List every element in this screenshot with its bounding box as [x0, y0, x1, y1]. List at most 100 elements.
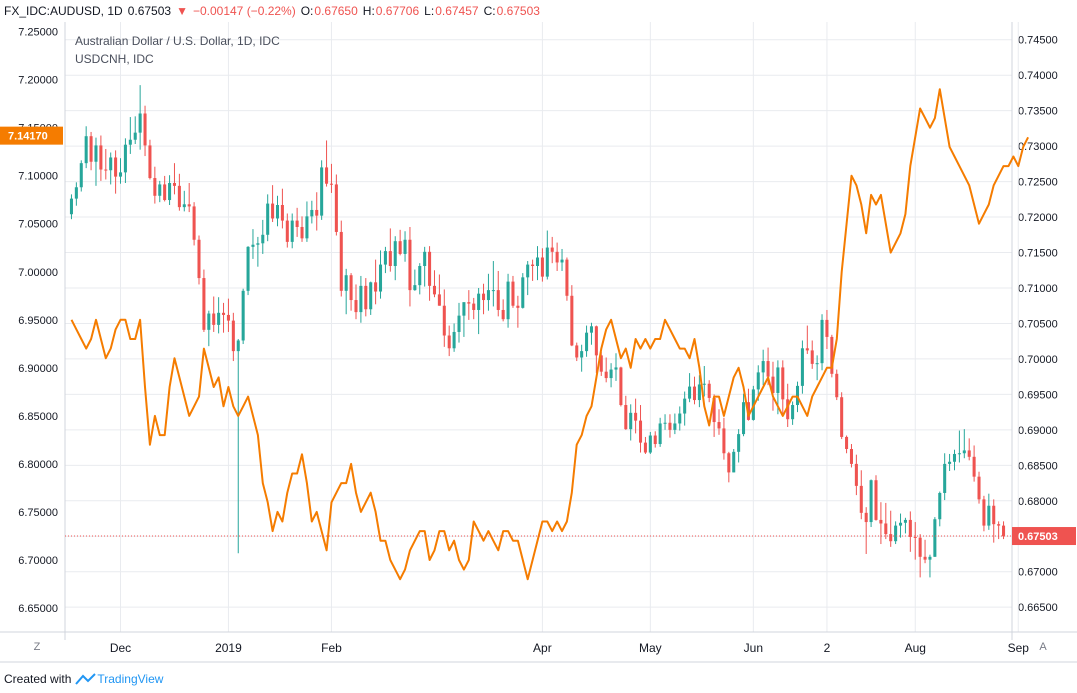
candle-body [285, 220, 289, 242]
candle-body [830, 336, 834, 374]
candle-body [477, 293, 481, 310]
candle-body [192, 206, 196, 240]
candle-body [727, 453, 731, 473]
high-value: 0.67706 [375, 4, 420, 18]
candle-body [624, 405, 628, 430]
candle-body [560, 259, 564, 263]
candle-body [418, 266, 422, 286]
candle-body [364, 285, 368, 310]
x-axis-tick-label: 2 [824, 641, 831, 655]
candle-body [639, 420, 643, 443]
candle-body [899, 522, 903, 526]
candle-body [442, 305, 446, 336]
candle-body [393, 241, 397, 266]
candle-body [761, 361, 765, 373]
candle-body [374, 282, 378, 292]
right-axis-tick-label: 0.70000 [1018, 354, 1058, 366]
candle-body [202, 278, 206, 330]
candle-body [1002, 525, 1006, 537]
candle-body [629, 412, 633, 430]
right-axis-tick-label: 0.74500 [1018, 35, 1058, 47]
candle-body [432, 285, 436, 295]
left-axis-tick-label: 7.25000 [18, 27, 58, 39]
candle-body [550, 247, 554, 252]
candle-body [280, 205, 284, 221]
candle-body [609, 369, 613, 379]
candle-body [903, 519, 907, 523]
tradingview-icon [75, 673, 97, 685]
candle-body [241, 290, 245, 341]
right-axis-tick-label: 0.71000 [1018, 283, 1058, 295]
candle-body [290, 220, 294, 242]
candle-body [565, 259, 569, 296]
symbol-name[interactable]: FX_IDC:AUDUSD, 1D [4, 4, 123, 18]
candle-body [74, 187, 78, 199]
candle-body [334, 184, 338, 232]
candle-body [521, 277, 525, 308]
candle-body [854, 463, 858, 486]
candle-body [835, 373, 839, 398]
left-axis-tick-label: 6.70000 [18, 555, 58, 567]
candle-body [128, 139, 132, 145]
candle-body [663, 422, 667, 424]
auto-scale-left-button[interactable]: Z [26, 638, 48, 656]
candle-body [614, 367, 618, 370]
candle-body [688, 386, 692, 399]
candle-body [712, 397, 716, 423]
candle-body [673, 423, 677, 430]
x-axis-tick-label: Sep [1008, 641, 1030, 655]
candle-body [256, 243, 260, 245]
candle-body [845, 436, 849, 449]
candle-body [486, 290, 490, 301]
auto-button-label: A [1039, 641, 1047, 653]
candle-body [89, 136, 93, 162]
right-axis-tick-label: 0.68000 [1018, 496, 1058, 508]
candle-body [791, 405, 795, 420]
candle-body [383, 251, 387, 265]
auto-scale-right-button[interactable]: A [1032, 638, 1054, 656]
candle-body [172, 183, 176, 186]
candle-body [594, 326, 598, 356]
candle-body [138, 113, 142, 133]
candle-body [491, 290, 495, 292]
candle-body [452, 331, 456, 349]
candle-body [962, 450, 966, 454]
candle-body [354, 300, 358, 313]
candle-body [957, 453, 961, 455]
tradingview-logo[interactable]: TradingView [75, 672, 163, 686]
candle-body [776, 367, 780, 393]
candle-body [99, 145, 103, 170]
candle-body [864, 512, 868, 523]
right-axis-tick-label: 0.72000 [1018, 212, 1058, 224]
candle-body [506, 281, 510, 320]
candle-body [197, 239, 201, 279]
candle-body [408, 239, 412, 291]
left-axis-tick-label: 6.85000 [18, 411, 58, 423]
candle-body [168, 183, 172, 201]
candle-body [437, 294, 441, 306]
candle-body [928, 556, 932, 560]
candle-body [982, 499, 986, 526]
symbol-header: FX_IDC:AUDUSD, 1D 0.67503 ▼ −0.00147 (−0… [0, 0, 1077, 22]
candle-body [496, 290, 500, 310]
candle-body [207, 313, 211, 330]
candle-body [805, 348, 809, 351]
price-change: −0.00147 (−0.22%) [192, 4, 296, 18]
candle-body [315, 209, 319, 216]
candle-body [575, 345, 579, 358]
candle-body [526, 264, 530, 278]
candle-body [766, 361, 770, 377]
close-value: 0.67503 [496, 4, 540, 18]
tradingview-brand: TradingView [97, 672, 164, 686]
candle-body [158, 184, 162, 196]
right-axis-tick-label: 0.67000 [1018, 567, 1058, 579]
candle-body [398, 241, 402, 254]
candle-body [403, 239, 407, 254]
candle-body [972, 456, 976, 477]
candle-body [114, 157, 118, 177]
left-axis-tick-label: 7.05000 [18, 219, 58, 231]
candle-body [643, 442, 647, 453]
candle-body [795, 385, 800, 406]
candle-body [516, 305, 520, 308]
